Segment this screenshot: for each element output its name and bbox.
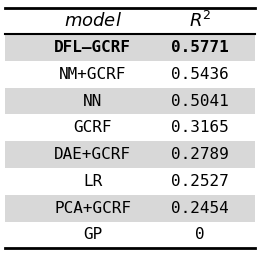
Text: PCA+GCRF: PCA+GCRF [54, 201, 131, 216]
Bar [5, 34, 255, 61]
Text: 0.2789: 0.2789 [171, 147, 229, 162]
Bar [5, 88, 255, 114]
Text: 0.3165: 0.3165 [171, 120, 229, 135]
Bar [5, 195, 255, 221]
Bar [5, 141, 255, 168]
Text: DFL–GCRF: DFL–GCRF [54, 40, 131, 55]
Text: 0.5436: 0.5436 [171, 67, 229, 82]
Text: GCRF: GCRF [73, 120, 112, 135]
Text: NN: NN [83, 94, 102, 109]
Text: 0.2527: 0.2527 [171, 174, 229, 189]
Text: 0: 0 [195, 227, 205, 242]
Text: 0.2454: 0.2454 [171, 201, 229, 216]
Text: 0.5771: 0.5771 [171, 40, 229, 55]
Text: DAE+GCRF: DAE+GCRF [54, 147, 131, 162]
Text: LR: LR [83, 174, 102, 189]
Text: $\mathit{model}$: $\mathit{model}$ [64, 12, 121, 30]
Text: NM+GCRF: NM+GCRF [59, 67, 126, 82]
Text: 0.5041: 0.5041 [171, 94, 229, 109]
Text: GP: GP [83, 227, 102, 242]
Text: $\mathit{R}^2$: $\mathit{R}^2$ [189, 11, 211, 31]
